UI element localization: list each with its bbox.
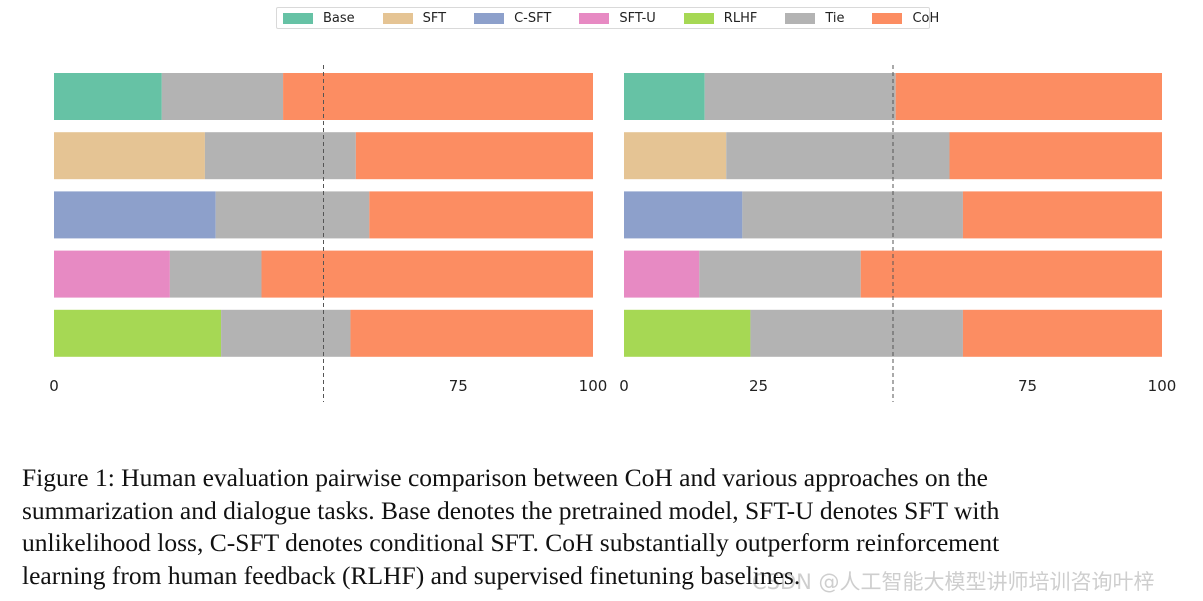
bar-left-sft-tie bbox=[204, 132, 356, 180]
tick-label-left-0: 0 bbox=[49, 377, 59, 395]
chart-figure: 0 75 100 0 25 75 100 bbox=[49, 65, 1177, 402]
bar-left-base-base bbox=[54, 73, 162, 120]
legend-swatch-base bbox=[283, 12, 313, 24]
caption-line: Figure 1: Human evaluation pairwise comp… bbox=[22, 463, 988, 492]
bar-left-sft-coh bbox=[355, 132, 593, 180]
bar-left-sft-u-tie bbox=[169, 250, 262, 298]
bar-right-rlhf-tie bbox=[750, 309, 963, 357]
legend-item-sft: SFT bbox=[382, 10, 447, 26]
legend-label-rlhf: RLHF bbox=[723, 10, 758, 26]
figure-caption: Figure 1: Human evaluation pairwise comp… bbox=[22, 462, 1184, 592]
bar-left-sft-u-sft-u bbox=[54, 250, 170, 298]
legend-label-coh: CoH bbox=[912, 10, 940, 26]
legend-swatch-sft bbox=[382, 12, 413, 24]
tick-label-right-0: 0 bbox=[619, 377, 629, 395]
bar-left-c-sft-c-sft bbox=[54, 191, 216, 239]
legend-swatch-tie bbox=[785, 12, 816, 24]
bar-right-sft-u-sft-u bbox=[624, 250, 700, 298]
bar-left-sft-u-coh bbox=[261, 250, 593, 298]
legend-swatch-sft-u bbox=[579, 12, 610, 24]
legend-swatch-c-sft bbox=[474, 12, 505, 24]
legend-item-sft-u: SFT-U bbox=[579, 10, 656, 26]
bar-left-rlhf-tie bbox=[221, 309, 351, 357]
caption-line: unlikelihood loss, C-SFT denotes conditi… bbox=[22, 528, 1000, 557]
bar-right-sft-u-coh bbox=[860, 250, 1162, 298]
bar-left-c-sft-coh bbox=[369, 191, 593, 239]
legend-item-c-sft: C-SFT bbox=[474, 11, 551, 26]
watermark: CSDN @人工智能大模型讲师培训咨询叶梓 bbox=[752, 570, 1155, 594]
bar-right-base-base bbox=[624, 73, 705, 120]
bar-right-rlhf-coh bbox=[962, 309, 1162, 357]
legend-item-base: Base bbox=[283, 11, 355, 26]
bar-right-sft-sft bbox=[624, 132, 727, 180]
bar-left-c-sft-tie bbox=[215, 191, 370, 239]
caption-line: learning from human feedback (RLHF) and … bbox=[22, 560, 801, 590]
bar-left-base-coh bbox=[283, 73, 593, 120]
bar-right-base-tie bbox=[704, 73, 896, 120]
bar-left-rlhf-coh bbox=[350, 309, 593, 357]
bar-right-c-sft-tie bbox=[742, 191, 963, 239]
bar-right-base-coh bbox=[895, 73, 1162, 120]
chart-legend: Base SFT C-SFT SFT-U RLHF Tie CoH bbox=[276, 7, 939, 29]
legend-swatch-coh bbox=[872, 12, 903, 24]
bar-right-sft-coh bbox=[949, 132, 1162, 180]
tick-label-left-75: 75 bbox=[449, 377, 468, 395]
legend-label-sft-u: SFT-U bbox=[619, 10, 656, 26]
bar-right-sft-u-tie bbox=[699, 250, 861, 298]
legend-swatch-rlhf bbox=[683, 12, 714, 24]
bar-right-rlhf-rlhf bbox=[624, 309, 751, 357]
bar-right-c-sft-c-sft bbox=[624, 191, 743, 239]
tick-label-right-25: 25 bbox=[749, 377, 768, 395]
tick-label-right-100: 100 bbox=[1148, 377, 1177, 395]
legend-item-tie: Tie bbox=[785, 11, 844, 26]
legend-label-c-sft: C-SFT bbox=[514, 10, 552, 26]
tick-label-right-75: 75 bbox=[1018, 377, 1037, 395]
legend-item-rlhf: RLHF bbox=[683, 10, 758, 26]
tick-label-left-100: 100 bbox=[579, 377, 608, 395]
legend-label-tie: Tie bbox=[825, 10, 845, 26]
caption-line: summarization and dialogue tasks. Base d… bbox=[22, 495, 1000, 525]
legend-item-coh: CoH bbox=[872, 11, 939, 26]
legend-label-sft: SFT bbox=[422, 10, 447, 26]
bar-left-base-tie bbox=[161, 73, 284, 120]
bar-left-rlhf-rlhf bbox=[54, 309, 222, 357]
legend-label-base: Base bbox=[323, 10, 355, 26]
bar-left-sft-sft bbox=[54, 132, 205, 180]
bar-right-sft-tie bbox=[726, 132, 950, 180]
bar-right-c-sft-coh bbox=[962, 191, 1162, 239]
